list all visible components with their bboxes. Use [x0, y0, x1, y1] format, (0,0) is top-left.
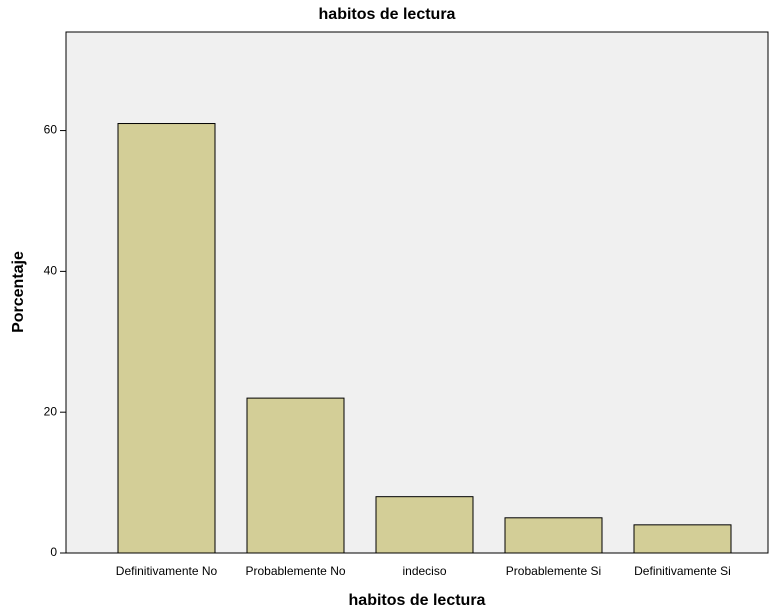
bar — [117, 123, 216, 554]
y-tick-label: 60 — [44, 123, 58, 137]
bar — [504, 517, 603, 554]
bar — [375, 496, 474, 554]
x-tick-label: Probablemente No — [245, 564, 345, 578]
y-tick-label: 40 — [44, 264, 58, 278]
chart-title: habitos de lectura — [319, 6, 456, 23]
x-tick-label: indeciso — [402, 564, 446, 578]
x-tick-label: Definitivamente Si — [634, 564, 731, 578]
y-tick-label: 20 — [44, 404, 58, 418]
x-tick-label: Probablemente Si — [506, 564, 601, 578]
x-tick-label: Definitivamente No — [116, 564, 218, 578]
bar — [633, 524, 732, 554]
bar — [246, 397, 345, 554]
y-tick-label: 0 — [50, 545, 57, 559]
y-axis-label: Porcentaje — [10, 251, 27, 333]
x-axis-label: habitos de lectura — [349, 592, 486, 609]
